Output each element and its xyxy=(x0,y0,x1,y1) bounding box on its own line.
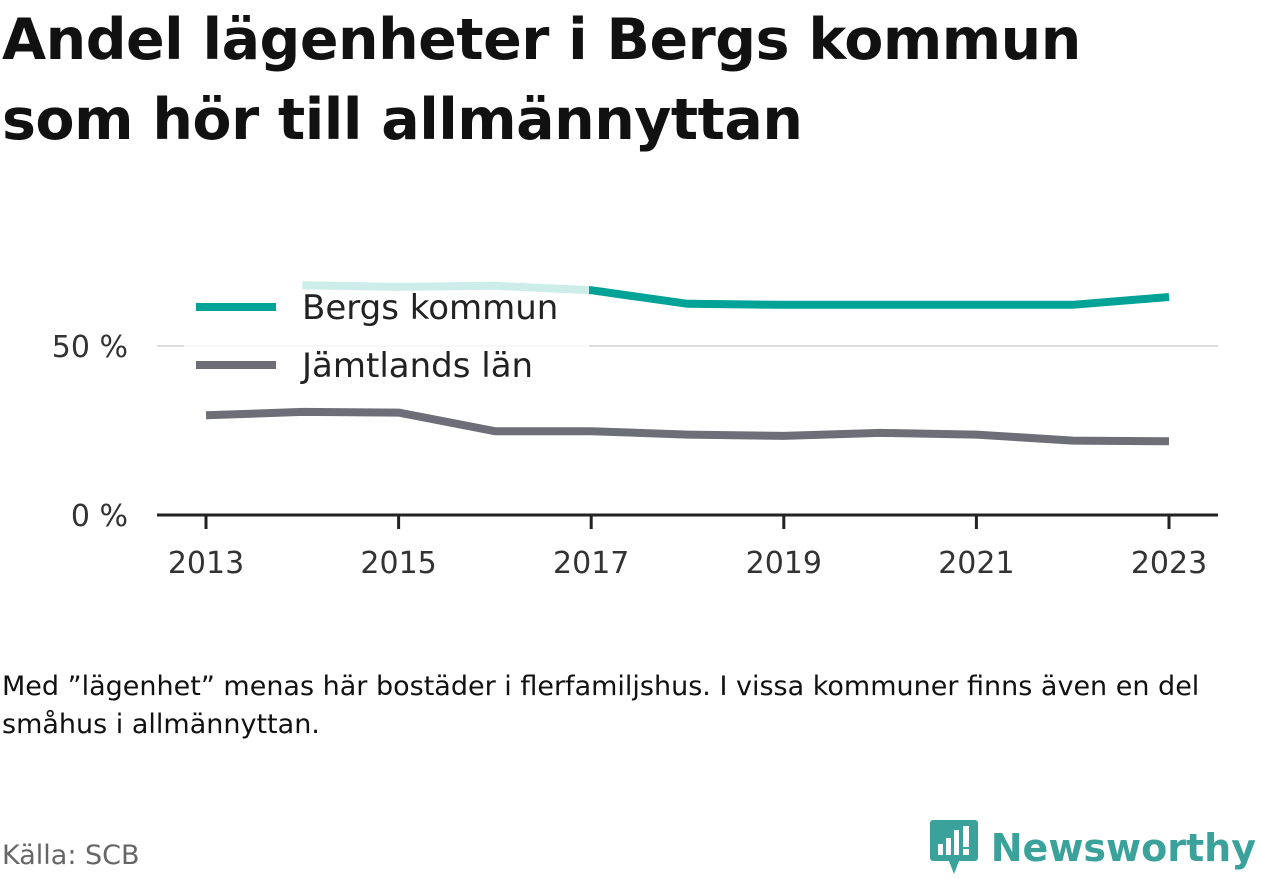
series-line-jamtland xyxy=(205,407,1170,446)
x-tick-label: 2017 xyxy=(553,546,629,581)
x-tick-label: 2013 xyxy=(168,546,244,581)
x-tick-label: 2019 xyxy=(746,546,822,581)
legend-label-bergs: Bergs kommun xyxy=(302,288,558,328)
legend-label-jamtland: Jämtlands län xyxy=(300,346,533,386)
chart-title: Andel lägenheter i Bergs kommun som hör … xyxy=(2,0,1252,160)
title-line-1: Andel lägenheter i Bergs kommun xyxy=(2,7,1081,73)
x-tick-label: 2015 xyxy=(360,546,436,581)
y-axis-ticks: 0 % 50 % xyxy=(52,330,128,534)
newsworthy-logo: Newsworthy xyxy=(929,818,1256,878)
chart-note: Med ”lägenhet” menas här bostäder i fler… xyxy=(2,671,1200,740)
x-tick-label: 2023 xyxy=(1131,546,1207,581)
legend-background xyxy=(184,272,589,390)
x-axis-ticks: 2013 2015 2017 2019 2021 2023 xyxy=(168,515,1207,581)
brand-name: Newsworthy xyxy=(990,826,1256,870)
legend: Bergs kommun Jämtlands län xyxy=(184,272,589,390)
y-tick-label: 0 % xyxy=(71,499,128,534)
line-chart: 0 % 50 % 2013 2015 2017 2019 2021 2023 Bergs k… xyxy=(51,272,1218,581)
source-label: Källa: SCB xyxy=(2,840,140,871)
title-line-2: som hör till allmännyttan xyxy=(2,87,803,153)
x-tick-label: 2021 xyxy=(938,546,1014,581)
newsworthy-icon xyxy=(929,820,978,874)
y-tick-label: 50 % xyxy=(52,330,128,365)
